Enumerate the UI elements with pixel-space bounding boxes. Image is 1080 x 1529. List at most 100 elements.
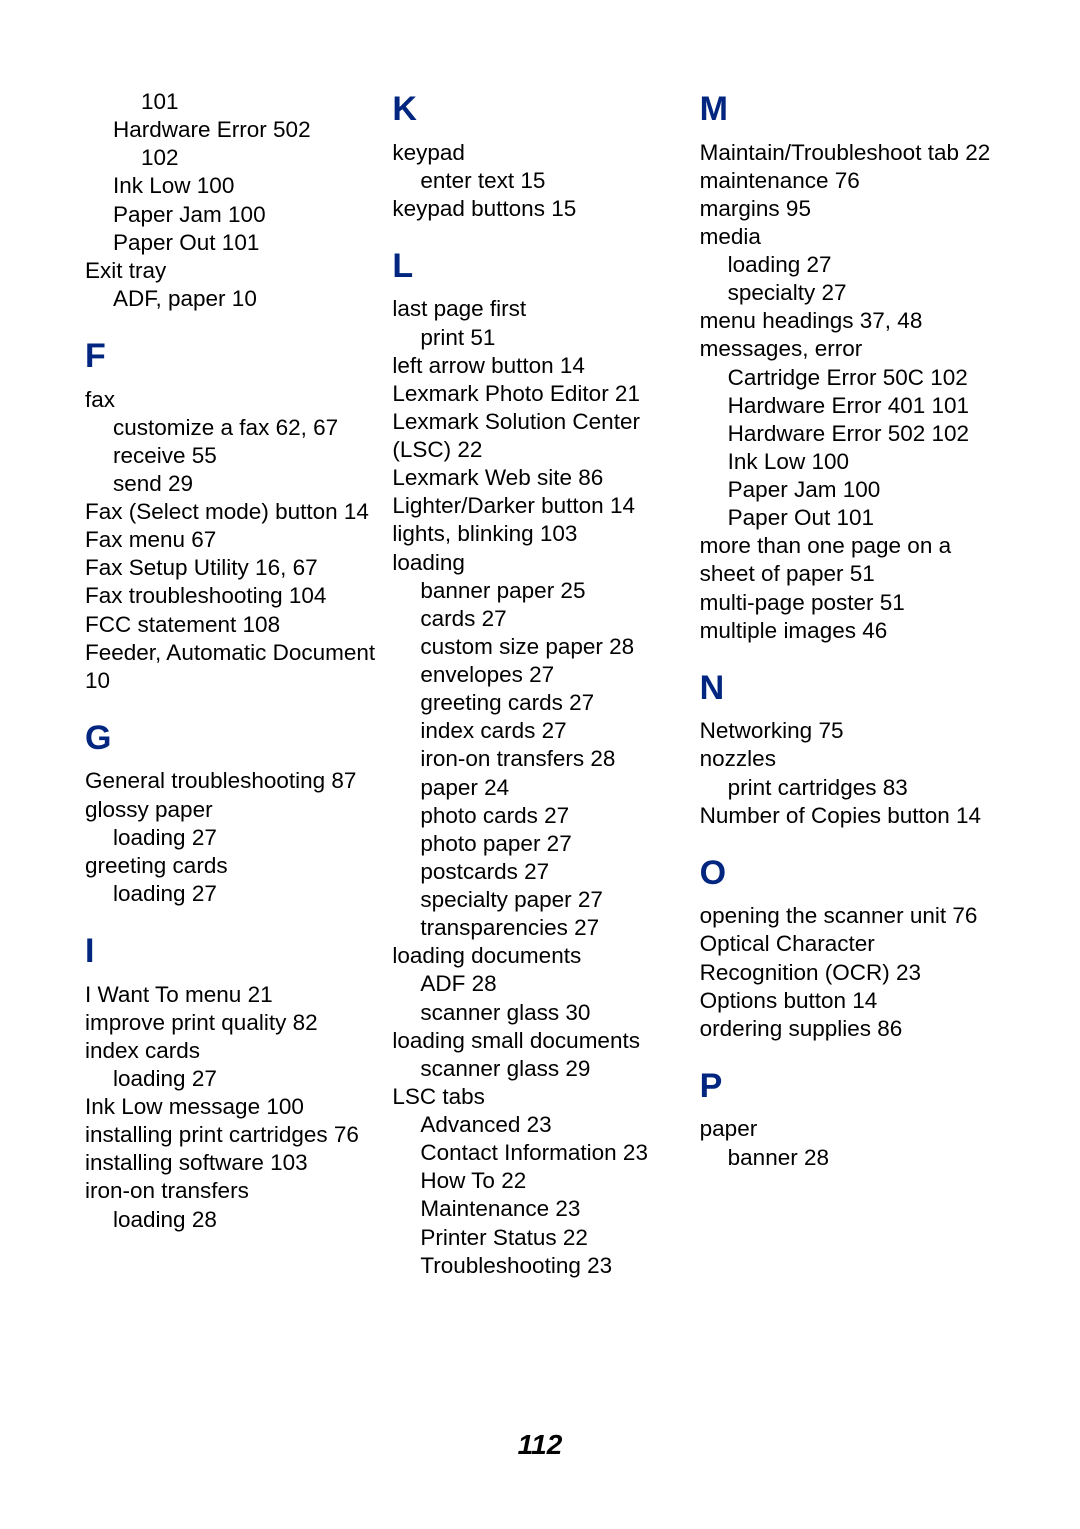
index-entry: scanner glass 30 <box>392 999 687 1027</box>
index-entry: postcards 27 <box>392 858 687 886</box>
index-entry: loading small documents <box>392 1027 687 1055</box>
index-entry: specialty paper 27 <box>392 886 687 914</box>
index-entry: 102 <box>85 144 380 172</box>
index-entry: Lexmark Web site 86 <box>392 464 687 492</box>
index-entry: Maintenance 23 <box>392 1195 687 1223</box>
index-entry: loading 27 <box>85 824 380 852</box>
index-entry: more than one page on a sheet of paper 5… <box>700 532 995 588</box>
index-entry: LSC tabs <box>392 1083 687 1111</box>
index-page: 101Hardware Error 502102Ink Low 100Paper… <box>0 0 1080 1280</box>
index-entry: Hardware Error 502 102 <box>700 420 995 448</box>
index-entry: Fax menu 67 <box>85 526 380 554</box>
index-entry: Options button 14 <box>700 987 995 1015</box>
index-entry: ADF, paper 10 <box>85 285 380 313</box>
index-entry: Lexmark Photo Editor 21 <box>392 380 687 408</box>
index-entry: paper 24 <box>392 774 687 802</box>
index-entry: glossy paper <box>85 796 380 824</box>
index-letter-heading: F <box>85 335 380 378</box>
index-columns: 101Hardware Error 502102Ink Low 100Paper… <box>85 88 995 1280</box>
index-entry: ordering supplies 86 <box>700 1015 995 1043</box>
index-entry: index cards 27 <box>392 717 687 745</box>
index-entry: banner paper 25 <box>392 577 687 605</box>
index-entry: customize a fax 62, 67 <box>85 414 380 442</box>
index-entry: opening the scanner unit 76 <box>700 902 995 930</box>
index-entry: FCC statement 108 <box>85 611 380 639</box>
index-entry: media <box>700 223 995 251</box>
index-entry: Paper Jam 100 <box>85 201 380 229</box>
index-entry: index cards <box>85 1037 380 1065</box>
index-entry: Lexmark Solution Center (LSC) 22 <box>392 408 687 464</box>
index-entry: envelopes 27 <box>392 661 687 689</box>
index-entry: margins 95 <box>700 195 995 223</box>
index-entry: specialty 27 <box>700 279 995 307</box>
index-entry: Networking 75 <box>700 717 995 745</box>
index-entry: Exit tray <box>85 257 380 285</box>
index-entry: Ink Low 100 <box>85 172 380 200</box>
index-entry: enter text 15 <box>392 167 687 195</box>
index-entry: banner 28 <box>700 1144 995 1172</box>
index-entry: send 29 <box>85 470 380 498</box>
index-entry: I Want To menu 21 <box>85 981 380 1009</box>
index-entry: multi-page poster 51 <box>700 589 995 617</box>
index-entry: Ink Low 100 <box>700 448 995 476</box>
index-entry: custom size paper 28 <box>392 633 687 661</box>
index-column-2: Kkeypadenter text 15keypad buttons 15Lla… <box>392 88 687 1280</box>
index-letter-heading: O <box>700 852 995 895</box>
index-entry: iron-on transfers <box>85 1177 380 1205</box>
index-entry: installing print cartridges 76 <box>85 1121 380 1149</box>
index-entry: Optical Character Recognition (OCR) 23 <box>700 930 995 986</box>
index-entry: Paper Jam 100 <box>700 476 995 504</box>
index-column-3: MMaintain/Troubleshoot tab 22maintenance… <box>700 88 995 1280</box>
index-entry: fax <box>85 386 380 414</box>
index-entry: cards 27 <box>392 605 687 633</box>
index-entry: 101 <box>85 88 380 116</box>
page-number: 112 <box>0 1429 1080 1461</box>
index-letter-heading: G <box>85 717 380 760</box>
index-entry: messages, error <box>700 335 995 363</box>
index-letter-heading: K <box>392 88 687 131</box>
index-entry: greeting cards 27 <box>392 689 687 717</box>
index-entry: photo cards 27 <box>392 802 687 830</box>
index-letter-heading: P <box>700 1065 995 1108</box>
index-entry: Hardware Error 401 101 <box>700 392 995 420</box>
index-entry: print 51 <box>392 324 687 352</box>
index-entry: Printer Status 22 <box>392 1224 687 1252</box>
index-entry: nozzles <box>700 745 995 773</box>
index-entry: How To 22 <box>392 1167 687 1195</box>
index-entry: iron-on transfers 28 <box>392 745 687 773</box>
index-entry: Troubleshooting 23 <box>392 1252 687 1280</box>
index-entry: loading 27 <box>700 251 995 279</box>
index-entry: Feeder, Automatic Document 10 <box>85 639 380 695</box>
index-entry: installing software 103 <box>85 1149 380 1177</box>
index-entry: greeting cards <box>85 852 380 880</box>
index-entry: loading 27 <box>85 880 380 908</box>
index-entry: Cartridge Error 50C 102 <box>700 364 995 392</box>
index-entry: Fax (Select mode) button 14 <box>85 498 380 526</box>
index-entry: Hardware Error 502 <box>85 116 380 144</box>
index-entry: Number of Copies button 14 <box>700 802 995 830</box>
index-entry: print cartridges 83 <box>700 774 995 802</box>
index-entry: multiple images 46 <box>700 617 995 645</box>
index-entry: Fax troubleshooting 104 <box>85 582 380 610</box>
index-letter-heading: I <box>85 930 380 973</box>
index-entry: Lighter/Darker button 14 <box>392 492 687 520</box>
index-entry: scanner glass 29 <box>392 1055 687 1083</box>
index-entry: paper <box>700 1115 995 1143</box>
index-column-1: 101Hardware Error 502102Ink Low 100Paper… <box>85 88 380 1280</box>
index-entry: lights, blinking 103 <box>392 520 687 548</box>
index-entry: keypad buttons 15 <box>392 195 687 223</box>
index-entry: ADF 28 <box>392 970 687 998</box>
index-entry: improve print quality 82 <box>85 1009 380 1037</box>
index-entry: Ink Low message 100 <box>85 1093 380 1121</box>
index-entry: loading documents <box>392 942 687 970</box>
index-entry: loading 27 <box>85 1065 380 1093</box>
index-entry: receive 55 <box>85 442 380 470</box>
index-entry: Maintain/Troubleshoot tab 22 <box>700 139 995 167</box>
index-entry: Paper Out 101 <box>700 504 995 532</box>
index-entry: last page first <box>392 295 687 323</box>
index-entry: General troubleshooting 87 <box>85 767 380 795</box>
index-entry: transparencies 27 <box>392 914 687 942</box>
index-entry: loading <box>392 549 687 577</box>
index-entry: left arrow button 14 <box>392 352 687 380</box>
index-entry: Advanced 23 <box>392 1111 687 1139</box>
